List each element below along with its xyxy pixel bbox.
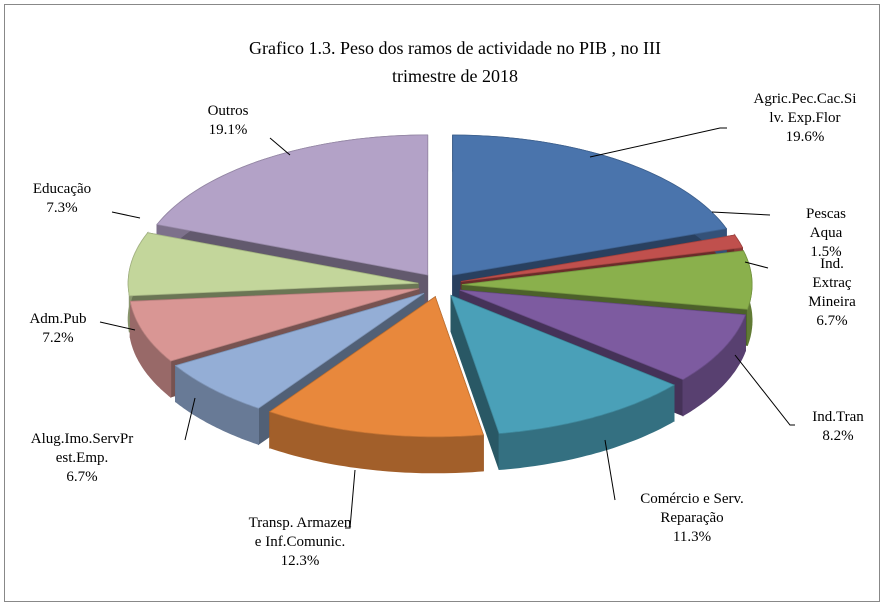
leader-line <box>744 261 769 269</box>
slice <box>452 134 728 276</box>
slice <box>450 294 675 434</box>
chart-frame <box>4 4 880 602</box>
value-label: 7.3% <box>46 200 78 216</box>
value-label: 19.1% <box>208 122 248 138</box>
slice <box>174 292 425 409</box>
leader-line <box>184 397 196 441</box>
slice <box>127 232 419 297</box>
value-label: 1.5% <box>810 244 842 260</box>
slice <box>459 289 746 381</box>
slice-label: Pescas Aqua <box>806 206 846 241</box>
value-label: 8.2% <box>822 428 854 444</box>
slice-label: Comércio e Serv. Reparação <box>640 491 744 526</box>
leader-line <box>345 469 356 529</box>
slice-label: Alug.Imo.ServPr est.Emp. <box>30 431 134 466</box>
leader-line <box>604 439 616 501</box>
leader-line <box>269 137 291 156</box>
value-label: 11.3% <box>672 529 712 545</box>
value-label: 6.7% <box>816 313 848 329</box>
leader-line <box>589 127 727 158</box>
leader-line <box>711 211 771 216</box>
value-label: 19.6% <box>785 129 825 145</box>
value-label: 6.7% <box>66 469 98 485</box>
value-label: 12.3% <box>280 553 320 569</box>
leader-line <box>111 211 141 219</box>
leader-line <box>734 354 795 426</box>
slice <box>129 288 420 362</box>
slice-label: Outros <box>207 103 249 119</box>
slice <box>461 234 744 282</box>
slice <box>461 250 753 310</box>
slice-label: Ind. Extraç Mineira <box>808 256 856 310</box>
leader-line <box>99 321 136 331</box>
slice-label: Adm.Pub <box>29 311 87 327</box>
slice <box>156 134 429 276</box>
slice-label: Ind.Tran <box>812 409 864 425</box>
slice-label: Transp. Armazen e Inf.Comunic. <box>248 515 352 550</box>
slice <box>268 296 484 438</box>
slice-label: Educação <box>32 181 92 197</box>
chart-title: Grafico 1.3. Peso dos ramos de actividad… <box>249 38 661 86</box>
slice-label: Agric.Pec.Cac.Si lv. Exp.Flor <box>753 91 857 126</box>
value-label: 7.2% <box>42 330 74 346</box>
